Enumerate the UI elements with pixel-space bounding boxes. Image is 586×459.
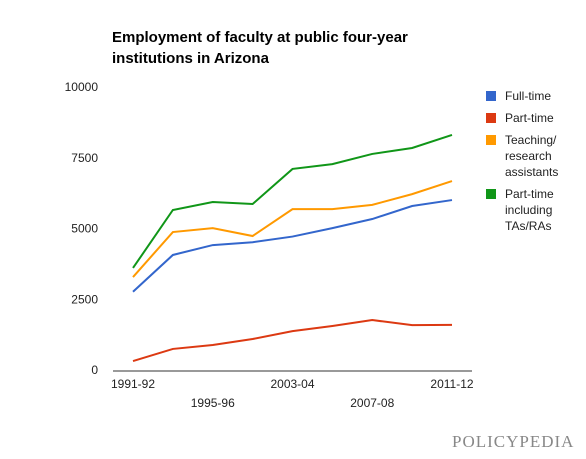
legend-label: Part-time xyxy=(505,111,554,125)
line xyxy=(132,134,453,269)
legend-swatch xyxy=(486,135,496,145)
legend-swatch xyxy=(486,91,496,101)
x-tick-label: 1991-92 xyxy=(111,377,155,391)
line xyxy=(132,199,453,293)
y-tick-label: 7500 xyxy=(71,151,98,165)
chart-title: Employment of faculty at public four-yea… xyxy=(112,29,408,67)
line xyxy=(132,180,453,278)
legend-label: Teaching/ research assistants xyxy=(505,133,559,179)
x-tick-label: 2003-04 xyxy=(270,377,314,391)
y-tick-label: 2500 xyxy=(71,292,98,306)
legend-item: Part-time including TAs/RAs xyxy=(486,186,575,234)
logo: POLICYPEDIA xyxy=(452,432,575,451)
legend-swatch xyxy=(486,113,496,123)
legend-item: Full-time xyxy=(486,88,575,104)
line xyxy=(132,319,453,363)
legend-swatch xyxy=(486,189,496,199)
y-tick-label: 0 xyxy=(91,363,98,377)
legend: Full-time Part-time Teaching/ research ass… xyxy=(486,88,581,240)
x-tick-label: 2011-12 xyxy=(430,377,473,391)
y-tick-label: 10000 xyxy=(65,80,99,94)
x-tick-label: 1995-96 xyxy=(191,396,235,410)
legend-label: Full-time xyxy=(505,89,552,103)
legend-item: Part-time xyxy=(486,110,575,126)
legend-item: Teaching/ research assistants xyxy=(486,132,575,180)
legend-label: Part-time including TAs/RAs xyxy=(505,187,554,233)
x-tick-label: 2007-08 xyxy=(350,396,394,410)
y-tick-label: 5000 xyxy=(71,222,98,236)
